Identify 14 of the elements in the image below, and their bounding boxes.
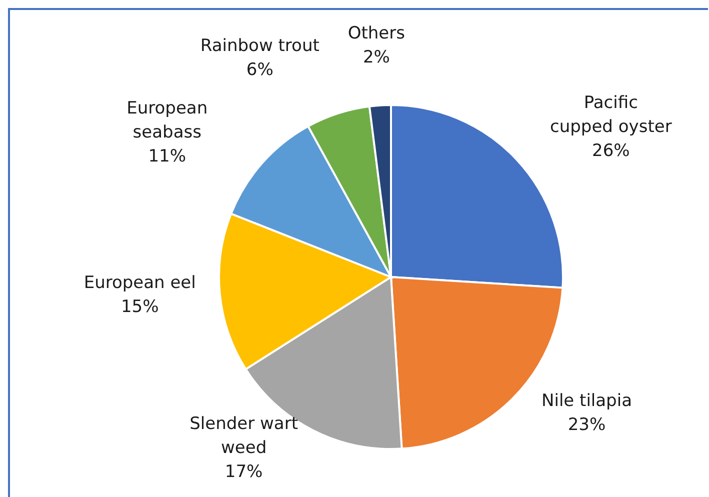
data-label: 17% xyxy=(224,462,263,482)
data-label: 23% xyxy=(568,414,606,435)
data-label: 2% xyxy=(362,48,390,68)
slice-label: Nile tilapia xyxy=(542,390,632,411)
data-label: 6% xyxy=(246,60,274,80)
data-label: 11% xyxy=(148,146,186,167)
slice-label: Pacific cupped oyster xyxy=(550,92,672,137)
slice-label: European eel xyxy=(84,273,196,294)
slice-label: Slender wart weed xyxy=(190,414,298,458)
slice-label: Rainbow trout xyxy=(200,36,320,56)
data-label: 26% xyxy=(592,140,630,161)
slice-label: Others xyxy=(348,24,406,44)
data-label: 15% xyxy=(120,297,159,318)
slice-label: European seabass xyxy=(126,98,208,143)
